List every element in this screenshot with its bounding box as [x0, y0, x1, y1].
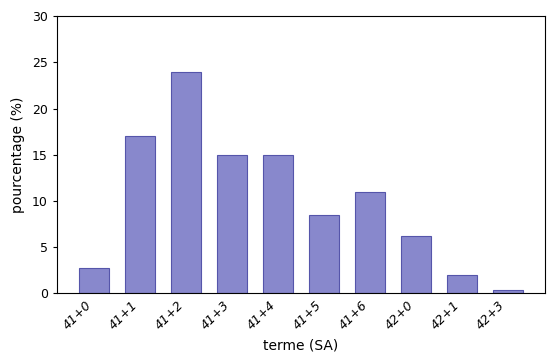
Bar	[79, 268, 109, 293]
Bar	[171, 72, 201, 293]
Bar	[401, 236, 431, 293]
X-axis label: terme (SA): terme (SA)	[264, 339, 339, 353]
Bar	[217, 155, 247, 293]
Bar	[309, 215, 339, 293]
Bar	[125, 136, 155, 293]
Bar	[447, 275, 476, 293]
Y-axis label: pourcentage (%): pourcentage (%)	[11, 96, 25, 213]
Bar	[355, 192, 385, 293]
Bar	[263, 155, 293, 293]
Bar	[493, 290, 523, 293]
